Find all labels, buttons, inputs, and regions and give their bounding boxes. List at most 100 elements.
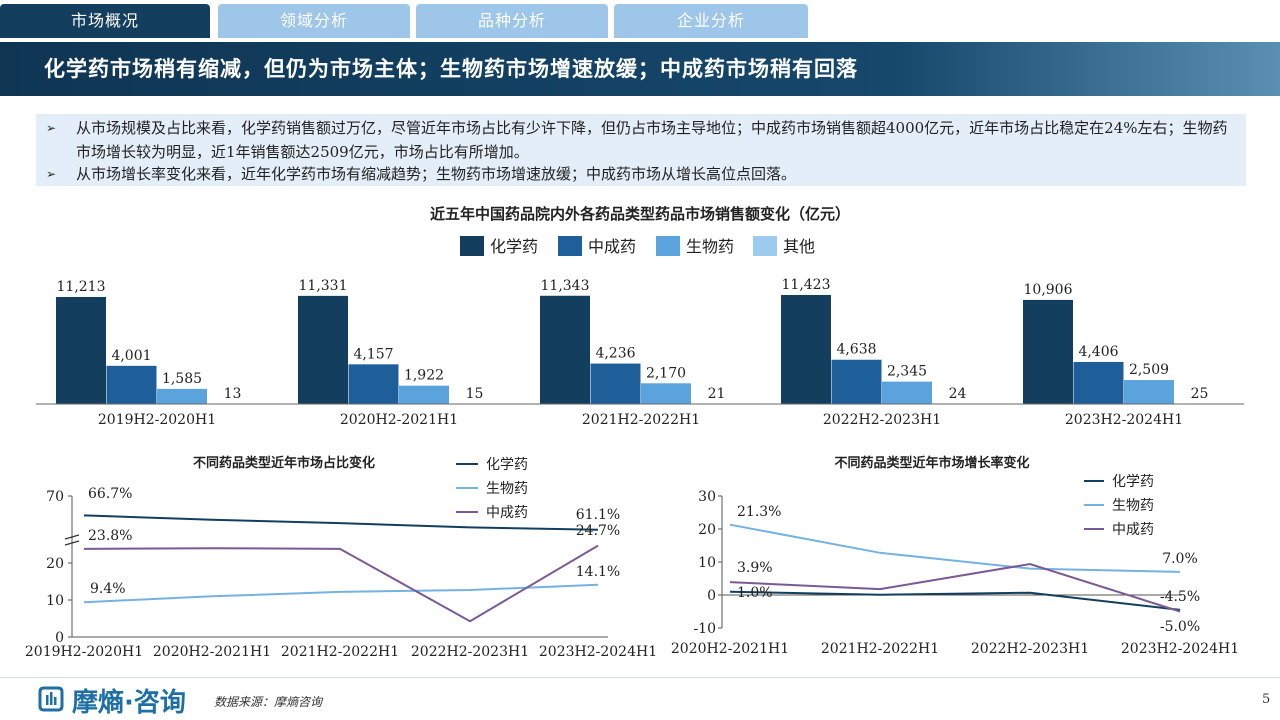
- tab-company-analysis[interactable]: 企业分析: [614, 4, 808, 38]
- bar-legend-swatch: [460, 236, 484, 256]
- growth-legend-label: 化学药: [1112, 474, 1154, 490]
- bar: [1124, 380, 1174, 404]
- bar-value-label: 1,585: [162, 371, 202, 387]
- share-axis-break-mark: [64, 534, 80, 546]
- share-x-tick-label: 2021H2-2022H1: [281, 644, 399, 660]
- share-y-tick-label: 10: [46, 593, 64, 609]
- bullet-1: ➢ 从市场规模及占比来看，化学药销售额过万亿，尽管近年市场占比有少许下降，但仍占…: [46, 116, 1236, 164]
- bullet-arrow-icon: ➢: [46, 167, 57, 181]
- bar-value-label: 4,157: [353, 346, 393, 362]
- share-series-line: [83, 514, 599, 531]
- growth-y-tick-label: 30: [698, 489, 716, 505]
- growth-y-tick-label: 20: [698, 522, 716, 538]
- bar: [1023, 299, 1073, 404]
- top-tabs: 市场概况 领域分析 品种分析 企业分析: [0, 4, 1280, 40]
- page-title: 化学药市场稍有缩减，但仍为市场主体；生物药市场增速放缓；中成药市场稍有回落: [44, 57, 858, 81]
- growth-start-label: 1.0%: [737, 585, 773, 601]
- bar-value-label: 4,638: [836, 342, 876, 358]
- bar: [641, 383, 691, 404]
- growth-chart-title: 不同药品类型近年市场增长率变化: [834, 455, 1029, 471]
- bar-x-tick-label: 2023H2-2024H1: [1065, 412, 1183, 428]
- share-series-line: [83, 583, 599, 604]
- bar: [157, 388, 207, 404]
- growth-y-tick-label: 10: [698, 555, 716, 571]
- share-start-label: 9.4%: [90, 581, 126, 597]
- bar-legend-label: 其他: [783, 237, 815, 256]
- share-y-tick-label: 20: [46, 556, 64, 572]
- growth-series-line: [729, 562, 1181, 613]
- bar-value-label: 2,170: [646, 365, 686, 381]
- growth-start-label: 3.9%: [737, 560, 773, 576]
- growth-end-label: -5.0%: [1160, 619, 1200, 635]
- bullet-2: ➢ 从市场增长率变化来看，近年化学药市场有缩减趋势；生物药市场增速放缓；中成药市…: [46, 162, 1236, 186]
- data-source: 数据来源：摩熵咨询: [214, 695, 323, 709]
- share-y-tick-label: 70: [46, 489, 64, 505]
- summary-box: ➢ 从市场规模及占比来看，化学药销售额过万亿，尽管近年市场占比有少许下降，但仍占…: [36, 114, 1246, 186]
- bullet-arrow-icon: ➢: [46, 121, 57, 135]
- bar-legend-label: 生物药: [686, 237, 734, 256]
- tab-field-analysis[interactable]: 领域分析: [218, 4, 410, 38]
- share-end-label: 14.1%: [576, 564, 620, 580]
- growth-legend-label: 生物药: [1112, 498, 1154, 514]
- footer-divider: [0, 677, 1280, 678]
- growth-x-tick-label: 2022H2-2023H1: [971, 641, 1089, 657]
- share-x-tick-label: 2023H2-2024H1: [539, 644, 657, 660]
- growth-start-label: 21.3%: [737, 504, 781, 520]
- growth-legend-label: 中成药: [1112, 522, 1154, 538]
- share-start-label: 66.7%: [88, 486, 132, 502]
- share-y-tick-label: 0: [55, 630, 64, 646]
- bar-legend-label: 中成药: [588, 237, 636, 256]
- bar-value-label: 11,331: [299, 278, 348, 294]
- growth-end-label: -4.5%: [1160, 589, 1200, 605]
- share-chart-title: 不同药品类型近年市场占比变化: [193, 455, 375, 471]
- growth-y-tick-label: 0: [707, 588, 716, 604]
- brand-logo-text: 摩熵·咨询: [72, 688, 186, 718]
- share-legend-label: 中成药: [486, 505, 528, 521]
- bar-x-tick-label: 2022H2-2023H1: [823, 412, 941, 428]
- bar-value-label: 15: [466, 386, 484, 402]
- growth-x-tick-label: 2020H2-2021H1: [671, 641, 789, 657]
- bar-value-label: 24: [949, 386, 967, 402]
- bar: [781, 295, 831, 404]
- bar-value-label: 11,423: [782, 277, 831, 293]
- share-x-tick-label: 2022H2-2023H1: [411, 644, 529, 660]
- share-end-label: 61.1%: [576, 507, 620, 523]
- growth-x-tick-label: 2023H2-2024H1: [1121, 641, 1239, 657]
- bar: [882, 381, 932, 404]
- share-x-tick-label: 2020H2-2021H1: [153, 644, 271, 660]
- share-series-line: [83, 544, 599, 623]
- bar-value-label: 13: [224, 386, 242, 402]
- bar-x-tick-label: 2021H2-2022H1: [582, 412, 700, 428]
- bar: [106, 365, 157, 404]
- bar-value-label: 4,406: [1078, 344, 1118, 360]
- page-number: 5: [1262, 692, 1271, 707]
- bar: [348, 364, 399, 404]
- share-x-tick-label: 2019H2-2020H1: [25, 644, 143, 660]
- bar-value-label: 25: [1191, 386, 1209, 402]
- bar: [540, 295, 590, 404]
- bar: [298, 295, 348, 404]
- share-legend-label: 化学药: [486, 457, 528, 473]
- bullet-text: 从市场增长率变化来看，近年化学药市场有缩减趋势；生物药市场增速放缓；中成药市场从…: [76, 165, 797, 183]
- growth-end-label: 7.0%: [1162, 551, 1198, 567]
- bar-legend-label: 化学药: [490, 237, 538, 256]
- bar-value-label: 11,213: [57, 279, 106, 295]
- bar-value-label: 2,509: [1129, 362, 1169, 378]
- bar-value-label: 1,922: [404, 368, 444, 384]
- bar: [590, 363, 641, 404]
- tab-market-overview[interactable]: 市场概况: [0, 4, 210, 38]
- bar: [1073, 361, 1124, 404]
- bar-legend-swatch: [753, 236, 777, 256]
- share-legend-label: 生物药: [486, 481, 528, 497]
- growth-x-tick-label: 2021H2-2022H1: [821, 641, 939, 657]
- tab-variety-analysis[interactable]: 品种分析: [416, 4, 608, 38]
- share-end-label: 24.7%: [576, 523, 620, 539]
- bar-value-label: 2,345: [887, 364, 927, 380]
- bar-legend-swatch: [656, 236, 680, 256]
- bullet-text: 从市场规模及占比来看，化学药销售额过万亿，尽管近年市场占比有少许下降，但仍占市场…: [76, 119, 1228, 161]
- bar-x-tick-label: 2019H2-2020H1: [98, 412, 216, 428]
- bar-value-label: 10,906: [1024, 282, 1073, 298]
- bar-value-label: 4,001: [111, 348, 151, 364]
- bar-value-label: 21: [708, 386, 726, 402]
